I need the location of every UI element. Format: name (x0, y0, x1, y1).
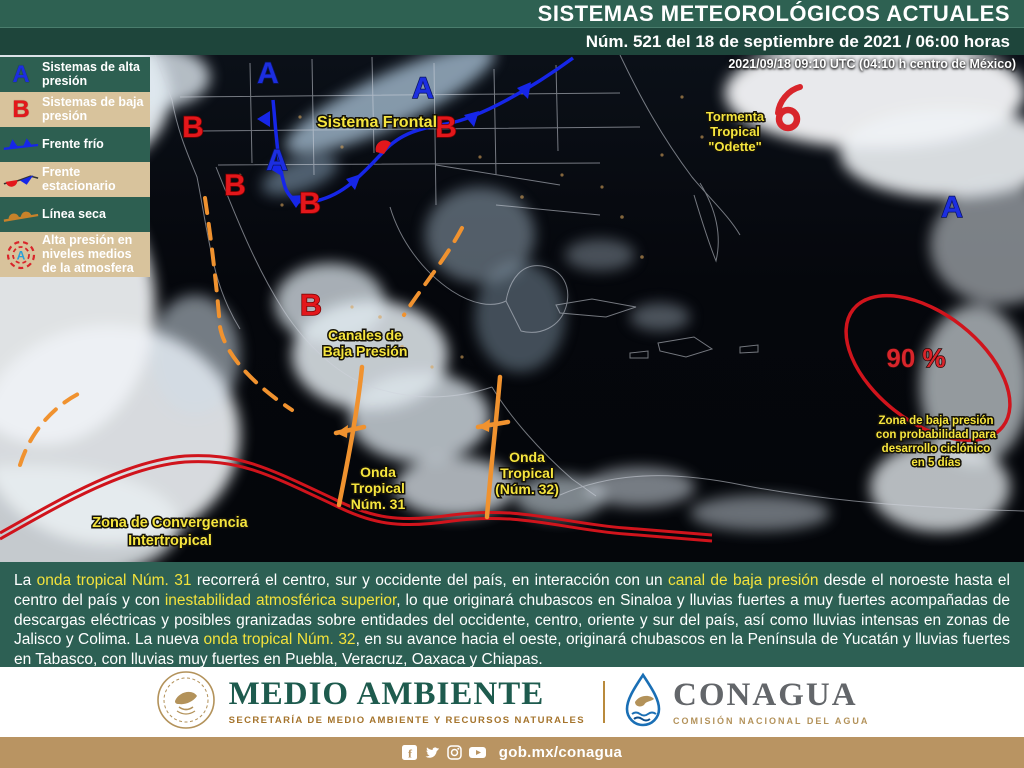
legend-label: Sistemas de baja presión (42, 94, 144, 123)
svg-text:Zona de baja presión: Zona de baja presión (878, 415, 993, 427)
low-pressure-channels (18, 196, 464, 467)
svg-text:Tropical: Tropical (351, 480, 405, 496)
water-drop-icon (623, 672, 663, 733)
svg-text:(Núm. 32): (Núm. 32) (495, 481, 559, 497)
stationary-front-icon (0, 171, 42, 189)
dry-line-icon (0, 205, 42, 225)
frontal-system-label: Sistema Frontal (317, 114, 437, 131)
forecast-summary: La onda tropical Núm. 31 recorrerá el ce… (0, 562, 1024, 669)
map-scene: 90 % (0, 55, 1024, 562)
map-legend: A Sistemas de alta presión B Sistemas de… (0, 57, 150, 278)
itcz-label: Zona de Convergencia Intertropical (91, 514, 250, 551)
development-zone-label: Zona de baja presión con probabilidad pa… (874, 414, 998, 471)
svg-text:f: f (408, 747, 413, 761)
legend-item-low-pressure: B Sistemas de baja presión (0, 92, 150, 127)
svg-text:Baja Presión: Baja Presión (323, 343, 408, 359)
stationary-front-segment (375, 140, 391, 154)
svg-text:desarrollo ciclónico: desarrollo ciclónico (882, 443, 991, 455)
pressure-letter-low: B (182, 111, 204, 144)
cold-front-line (257, 56, 575, 208)
semarnat-subtitle: SECRETARÍA DE MEDIO AMBIENTE Y RECURSOS … (228, 715, 586, 726)
tropical-wave-32-label: Onda Tropical (Núm. 32) (494, 448, 561, 499)
cyclonic-development-area: 90 % (844, 293, 1012, 443)
facebook-icon: f (401, 745, 417, 761)
city-lights (238, 95, 744, 369)
svg-text:Tormenta: Tormenta (706, 109, 765, 124)
pressure-letter-low: B (224, 169, 246, 202)
forecast-text: La onda tropical Núm. 31 recorrerá el ce… (14, 572, 1011, 669)
legend-label: Sistemas de alta presión (42, 59, 140, 88)
itcz-line (0, 454, 713, 543)
gobmx-url: gob.mx/conagua (498, 744, 623, 761)
twitter-icon (424, 745, 440, 760)
legend-item-high-pressure: A Sistemas de alta presión (0, 57, 150, 92)
page-title: SISTEMAS METEOROLÓGICOS ACTUALES (537, 0, 1010, 26)
storm-odette-label: Tormenta Tropical "Odette" (704, 108, 766, 156)
pressure-letter-low: B (435, 111, 457, 144)
legend-label: Frente estacionario (42, 164, 116, 193)
footer: MEDIO AMBIENTE SECRETARÍA DE MEDIO AMBIE… (0, 667, 1024, 737)
legend-label: Alta presión en niveles medios de la atm… (42, 233, 134, 275)
legend-label: Frente frío (42, 136, 104, 151)
svg-text:Tropical: Tropical (500, 465, 554, 481)
tropical-storm-icon (775, 84, 803, 132)
mexico-coat-of-arms-icon (155, 669, 217, 736)
bottom-bar: f gob.mx/conagua (0, 737, 1024, 768)
svg-text:Zona de Convergencia: Zona de Convergencia (92, 515, 248, 531)
svg-text:Onda: Onda (509, 449, 545, 465)
youtube-icon (468, 745, 486, 760)
conagua-subtitle: COMISIÓN NACIONAL DEL AGUA (673, 715, 870, 726)
svg-text:Onda: Onda (360, 464, 396, 480)
instagram-icon (447, 745, 462, 760)
high-pressure-icon: A (12, 60, 30, 88)
mid-level-high-icon: A (0, 240, 42, 270)
logo-divider (603, 681, 606, 723)
pressure-letter-high: A (941, 191, 963, 224)
bulletin-number: Núm. 521 del 18 de septiembre de 2021 / … (585, 31, 1010, 51)
tropical-wave-31-label: Onda Tropical Núm. 31 (349, 463, 407, 514)
pressure-letter-high: A (412, 72, 434, 105)
semarnat-title: MEDIO AMBIENTE (228, 676, 545, 712)
development-probability: 90 % (886, 343, 945, 373)
border-lines (154, 55, 1024, 512)
satellite-map: 2021/09/18 09:10 UTC (04:10 h centro de … (0, 55, 1024, 562)
low-pressure-channels-label: Canales de Baja Presión (321, 326, 409, 361)
semarnat-logo: MEDIO AMBIENTE SECRETARÍA DE MEDIO AMBIE… (155, 669, 585, 736)
legend-label: Línea seca (42, 206, 106, 221)
svg-text:Intertropical: Intertropical (128, 533, 212, 549)
svg-text:con probabilidad para: con probabilidad para (876, 429, 997, 441)
header-bar: SISTEMAS METEOROLÓGICOS ACTUALES (0, 0, 1024, 28)
legend-item-stationary-front: Frente estacionario (0, 162, 150, 197)
pressure-letter-high: A (266, 144, 288, 177)
legend-item-cold-front: Frente frío (0, 127, 150, 162)
tropical-wave-32 (475, 374, 511, 520)
low-pressure-icon: B (12, 95, 30, 123)
svg-text:Canales de: Canales de (328, 327, 402, 343)
legend-item-mid-level-high: A Alta presión en niveles medios de la a… (0, 232, 150, 278)
svg-text:A: A (17, 248, 26, 262)
cold-front-icon (0, 136, 42, 154)
legend-item-dry-line: Línea seca (0, 197, 150, 232)
svg-text:Tropical: Tropical (710, 124, 760, 139)
subheader-bar: Núm. 521 del 18 de septiembre de 2021 / … (0, 28, 1024, 55)
conagua-logo: CONAGUA COMISIÓN NACIONAL DEL AGUA (623, 672, 869, 733)
pressure-letter-low: B (299, 187, 321, 220)
pressure-letter-high: A (257, 57, 279, 90)
pressure-letter-low: B (300, 289, 322, 322)
svg-text:Núm. 31: Núm. 31 (351, 496, 406, 512)
tropical-wave-31 (333, 364, 367, 508)
utc-timestamp: 2021/09/18 09:10 UTC (04:10 h centro de … (728, 57, 1016, 71)
svg-text:en 5 días: en 5 días (911, 457, 960, 469)
conagua-title: CONAGUA (673, 676, 858, 713)
svg-text:"Odette": "Odette" (708, 139, 762, 154)
